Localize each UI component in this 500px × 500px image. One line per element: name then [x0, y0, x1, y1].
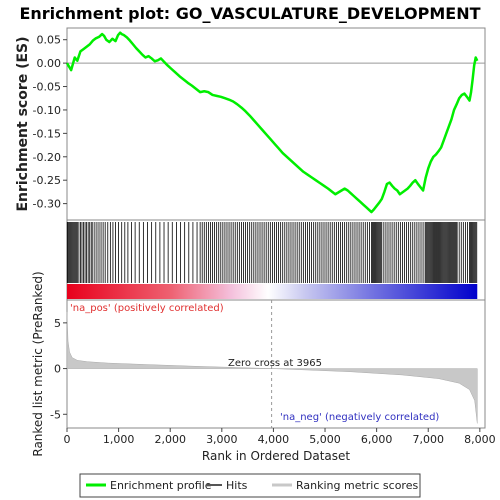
es-series [65, 31, 479, 214]
x-tick-label: 5,000 [309, 433, 341, 446]
es-y-tick-label: -0.20 [33, 151, 61, 164]
legend-hits-label: Hits [226, 479, 248, 492]
es-y-tick-label: -0.30 [33, 198, 61, 211]
legend-metric-label: Ranking metric scores [296, 479, 418, 492]
es-panel-frame [66, 27, 486, 221]
legend [79, 473, 421, 498]
ranking-metric-area [66, 311, 478, 424]
negative-label: 'na_neg' (negatively correlated) [280, 412, 439, 423]
positive-label: 'na_pos' (positively correlated) [70, 303, 224, 314]
es-y-tick-label: -0.05 [33, 81, 61, 94]
x-ticks: 0 1,000 2,000 3,000 4,000 5,000 6,000 7,000 8,00… [64, 428, 496, 446]
metric-y-tick-label: -5 [50, 408, 61, 421]
metric-y-ticks: 5 0 -5 [50, 317, 67, 421]
ranking-heatmap-bar [67, 284, 478, 299]
enrichment-profile-line [65, 31, 479, 214]
metric-y-tick-label: 5 [54, 317, 61, 330]
metric-y-axis-label: Ranked list metric (PreRanked) [31, 271, 45, 456]
x-tick-label: 0 [64, 433, 71, 446]
x-tick-label: 7,000 [412, 433, 444, 446]
x-tick-label: 6,000 [361, 433, 393, 446]
zero-cross-label: Zero cross at 3965 [228, 358, 322, 369]
chart-title: Enrichment plot: GO_VASCULATURE_DEVELOPM… [19, 4, 480, 23]
x-axis-label: Rank in Ordered Dataset [202, 449, 350, 463]
es-y-axis-label: Enrichment score (ES) [15, 36, 31, 211]
metric-y-tick-label: 0 [54, 363, 61, 376]
hits-marks [66, 222, 478, 283]
es-y-tick-label: 0.00 [37, 57, 62, 70]
x-tick-label: 4,000 [258, 433, 290, 446]
es-y-ticks: 0.05 0.00 -0.05 -0.10 -0.15 -0.20 -0.25 -0.30 [33, 34, 67, 211]
x-tick-label: 3,000 [206, 433, 238, 446]
legend-profile-label: Enrichment profile [110, 479, 212, 492]
x-tick-label: 1,000 [103, 433, 135, 446]
es-y-tick-label: -0.10 [33, 104, 61, 117]
x-tick-label: 8,000 [464, 433, 496, 446]
es-y-tick-label: -0.25 [33, 174, 61, 187]
es-y-tick-label: 0.05 [37, 34, 62, 47]
x-tick-label: 2,000 [154, 433, 186, 446]
es-y-tick-label: -0.15 [33, 127, 61, 140]
